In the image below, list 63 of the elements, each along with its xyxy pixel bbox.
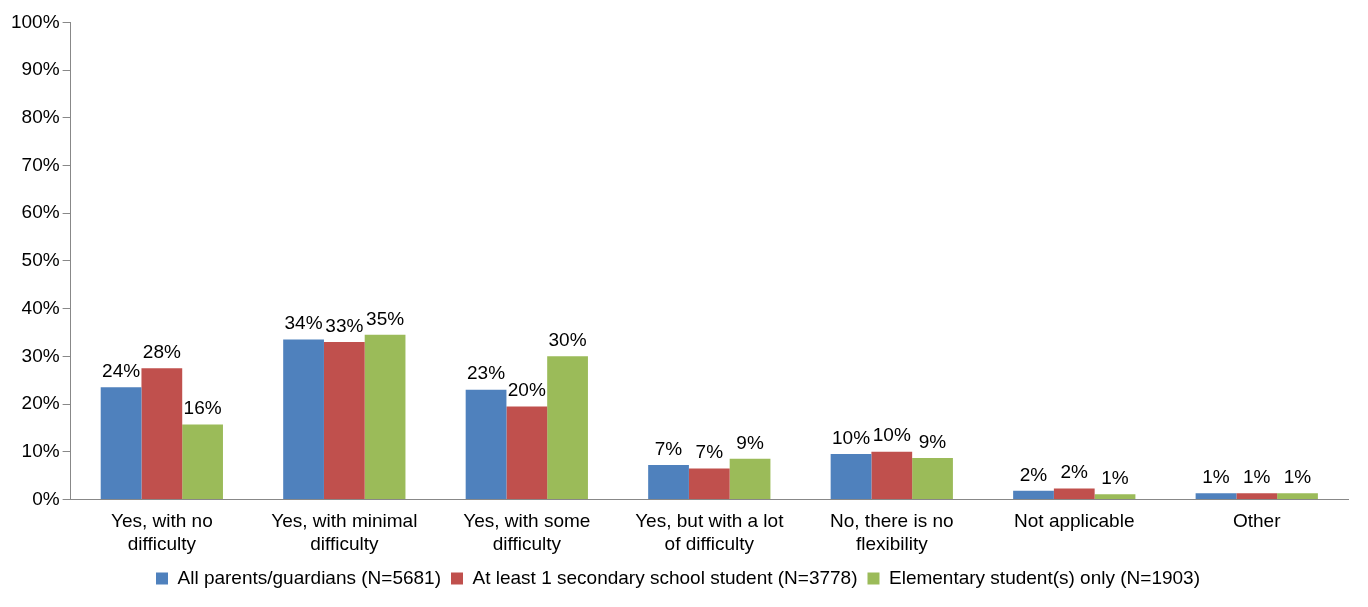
bar [729, 458, 771, 499]
y-tick-label: 10% [21, 439, 60, 461]
bar [141, 368, 183, 499]
data-label: 28% [142, 340, 181, 362]
bar [871, 451, 913, 499]
bar [1277, 493, 1318, 499]
data-label: 9% [736, 431, 764, 453]
bar [364, 334, 406, 499]
x-tick-label: No, there is no flexibility [829, 510, 954, 554]
bar [1053, 488, 1095, 499]
data-label: 23% [467, 362, 506, 384]
data-label: 33% [325, 314, 364, 336]
data-label: 9% [918, 430, 947, 452]
y-tick-label: 0% [32, 487, 60, 509]
bar [1013, 490, 1054, 499]
data-label: 10% [832, 426, 871, 448]
legend-label: At least 1 secondary school student (N=3778) [472, 566, 858, 588]
data-label: 1% [1101, 466, 1129, 488]
y-tick-label: 70% [21, 153, 60, 175]
bar [1236, 493, 1278, 499]
data-label: 2% [1019, 463, 1048, 485]
legend-label: All parents/guardians (N=5681) [177, 566, 442, 588]
bar [506, 406, 548, 499]
x-tick-label: Yes, but with a lot of difficulty [635, 510, 785, 554]
data-label: 7% [695, 441, 724, 463]
bar [1195, 493, 1237, 499]
bar [688, 468, 730, 499]
y-tick-label: 30% [21, 344, 60, 366]
x-tick-label: Yes, with minimal difficulty [271, 510, 418, 554]
y-tick-label: 100% [10, 10, 60, 32]
bar [547, 356, 588, 499]
data-label: 1% [1283, 465, 1312, 487]
bar [323, 341, 365, 499]
data-label: 35% [366, 307, 405, 329]
data-label: 30% [548, 329, 587, 351]
bar [182, 424, 223, 499]
x-tick-label: Yes, with some difficulty [463, 510, 591, 554]
data-label: 10% [872, 424, 911, 446]
data-label: 20% [507, 379, 546, 401]
y-tick-label: 50% [21, 249, 60, 271]
data-label: 34% [284, 312, 323, 334]
x-tick-label: Not applicable [1014, 510, 1135, 532]
y-tick-label: 90% [21, 58, 60, 80]
y-tick-label: 60% [21, 201, 60, 223]
data-label: 7% [654, 437, 683, 459]
bar [648, 465, 689, 499]
y-tick-label: 40% [21, 296, 60, 318]
data-label: 24% [102, 360, 141, 382]
bar [1094, 494, 1136, 499]
bar [465, 389, 507, 499]
y-tick-label: 80% [21, 106, 60, 128]
data-label: 2% [1060, 461, 1089, 483]
bar [830, 454, 872, 499]
data-label: 16% [183, 397, 222, 419]
data-label: 1% [1202, 465, 1230, 487]
x-tick-label: Yes, with no difficulty [110, 510, 213, 554]
bar [912, 457, 953, 499]
x-tick-label: Other [1232, 510, 1282, 532]
data-label: 1% [1243, 465, 1271, 487]
legend-label: Elementary student(s) only (N=1903) [888, 566, 1201, 588]
bar [100, 387, 142, 499]
y-tick-label: 20% [21, 392, 60, 414]
bar [283, 339, 324, 499]
